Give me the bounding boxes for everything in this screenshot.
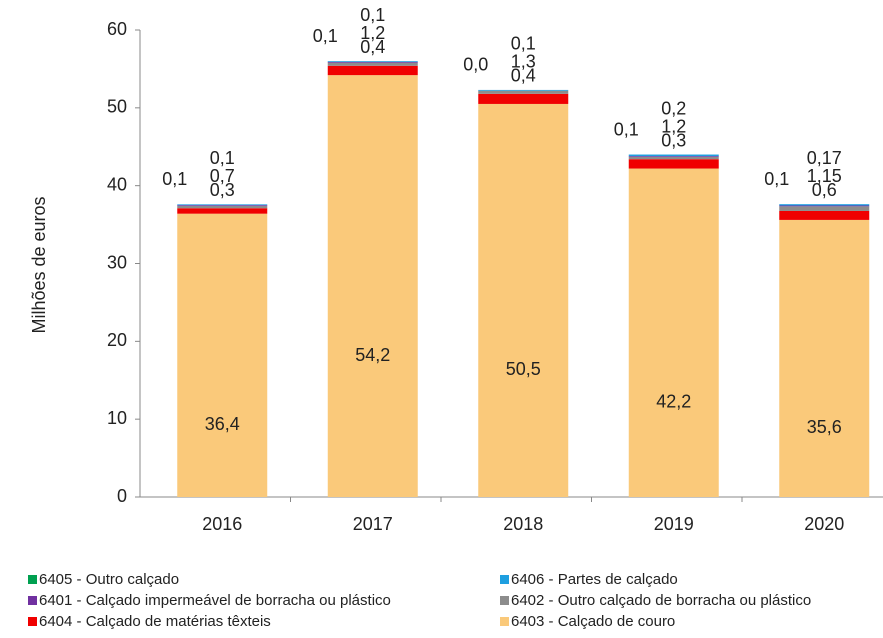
bar-segment (779, 219, 870, 497)
x-tick-label: 2019 (654, 514, 694, 534)
bar-segment (327, 61, 418, 63)
x-tick-label: 2016 (202, 514, 242, 534)
legend-label: 6404 - Calçado de matérias têxteis (39, 613, 271, 630)
bar-segment (779, 205, 870, 207)
bar-segment (327, 65, 418, 76)
bar-segment (779, 206, 870, 211)
value-label: 42,2 (656, 392, 691, 412)
bar-segment (327, 75, 418, 497)
x-tick-label: 2018 (503, 514, 543, 534)
bar-segment (478, 103, 569, 498)
y-tick-label: 10 (107, 408, 127, 428)
legend-swatch (28, 596, 37, 605)
value-label: 0,1 (614, 119, 639, 139)
legend-swatch (28, 617, 37, 626)
value-label: 1,3 (511, 52, 536, 72)
value-label: 1,15 (807, 166, 842, 186)
bar-segment (327, 62, 418, 66)
value-label: 0,3 (210, 180, 235, 200)
bar-segment (628, 154, 719, 157)
value-label: 1,2 (661, 116, 686, 136)
value-label: 0,1 (162, 169, 187, 189)
y-tick-label: 60 (107, 19, 127, 39)
bar-segment (779, 210, 870, 220)
value-label: 0,3 (661, 130, 686, 150)
bar-segment (177, 208, 268, 214)
y-tick-label: 50 (107, 97, 127, 117)
value-label: 0,1 (360, 5, 385, 25)
value-label: 54,2 (355, 345, 390, 365)
bar-segment (628, 156, 719, 160)
value-label: 0,2 (661, 98, 686, 118)
y-tick-label: 30 (107, 252, 127, 272)
legend-label: 6401 - Calçado impermeável de borracha o… (39, 592, 391, 609)
y-tick-label: 20 (107, 330, 127, 350)
y-axis-label: Milhões de euros (29, 196, 49, 333)
legend-label: 6405 - Outro calçado (39, 571, 179, 588)
value-label: 0,1 (210, 148, 235, 168)
y-tick-label: 40 (107, 174, 127, 194)
bar-segment (478, 89, 569, 91)
value-label: 0,1 (764, 169, 789, 189)
y-tick-label: 0 (117, 486, 127, 506)
legend-label: 6403 - Calçado de couro (511, 613, 675, 630)
bar-segment (177, 205, 268, 209)
value-label: 0,7 (210, 166, 235, 186)
value-label: 0,1 (313, 26, 338, 46)
bar-segment (177, 205, 268, 206)
legend-swatch (500, 617, 509, 626)
legend-swatch (28, 575, 37, 584)
bar-segment (628, 168, 719, 497)
value-label: 0,1 (511, 34, 536, 54)
bar-segment (478, 93, 569, 104)
value-label: 50,5 (506, 359, 541, 379)
bar-segment (628, 156, 719, 157)
legend-label: 6406 - Partes de calçado (511, 571, 678, 588)
value-label: 36,4 (205, 414, 240, 434)
bar-segment (628, 159, 719, 169)
value-label: 0,4 (360, 37, 385, 57)
bar-segment (779, 204, 870, 206)
legend-swatch (500, 596, 509, 605)
value-label: 0,4 (511, 66, 536, 86)
legend-swatch (500, 575, 509, 584)
bar-segment (177, 204, 268, 206)
value-label: 35,6 (807, 417, 842, 437)
value-label: 0,0 (463, 55, 488, 75)
bar-segment (327, 61, 418, 62)
x-tick-label: 2017 (353, 514, 393, 534)
bar-segment (478, 90, 569, 94)
value-label: 0,17 (807, 148, 842, 168)
x-tick-label: 2020 (804, 514, 844, 534)
value-label: 0,6 (812, 180, 837, 200)
value-label: 1,2 (360, 23, 385, 43)
legend-label: 6402 - Outro calçado de borracha ou plás… (511, 592, 811, 609)
bar-segment (177, 213, 268, 498)
